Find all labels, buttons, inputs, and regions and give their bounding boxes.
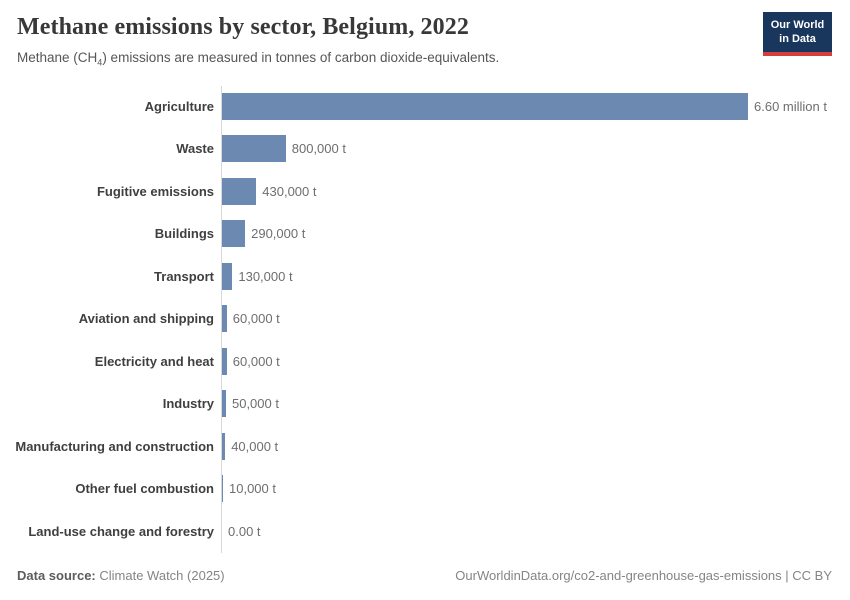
page-title: Methane emissions by sector, Belgium, 20… (17, 14, 469, 40)
data-source-value: Climate Watch (2025) (99, 568, 225, 583)
bar-chart: Agriculture 6.60 million t Waste 800,000… (0, 85, 850, 553)
value-label: 50,000 t (231, 396, 279, 412)
bar[interactable] (222, 262, 233, 290)
chart-subtitle: Methane (CH4) emissions are measured in … (17, 50, 740, 68)
bar-row: Fugitive emissions 430,000 t (0, 170, 850, 213)
bar-row: Manufacturing and construction 40,000 t (0, 425, 850, 468)
logo-line-1: Our World (770, 19, 825, 31)
owid-logo[interactable]: Our World in Data (763, 12, 832, 56)
subtitle-text-post: ) emissions are measured in tonnes of ca… (102, 50, 500, 65)
bar-area: 60,000 t (222, 340, 850, 383)
y-axis-line (221, 86, 222, 553)
category-label: Electricity and heat (94, 353, 214, 369)
bar-row: Other fuel combustion 10,000 t (0, 468, 850, 511)
value-label: 290,000 t (251, 226, 306, 242)
category-label: Transport (154, 268, 214, 284)
bar-area: 10,000 t (222, 468, 850, 511)
bar[interactable] (222, 305, 227, 333)
bar[interactable] (222, 92, 748, 120)
data-source-label: Data source: (17, 568, 96, 583)
bar-row: Transport 130,000 t (0, 255, 850, 298)
logo-line-2: in Data (779, 33, 816, 46)
owid-url-link[interactable]: OurWorldinData.org/co2-and-greenhouse-ga… (455, 568, 832, 583)
bar-area: 0.00 t (222, 510, 850, 553)
bar-area: 800,000 t (222, 128, 850, 171)
bar-row: Electricity and heat 60,000 t (0, 340, 850, 383)
bar[interactable] (222, 432, 226, 460)
value-label: 130,000 t (238, 268, 293, 284)
bar-area: 50,000 t (222, 383, 850, 426)
bar-area: 130,000 t (222, 255, 850, 298)
bar-row: Aviation and shipping 60,000 t (0, 298, 850, 341)
value-label: 430,000 t (262, 183, 317, 199)
category-label: Waste (176, 141, 214, 157)
bar[interactable] (222, 177, 257, 205)
category-label: Industry (162, 396, 214, 412)
value-label: 60,000 t (232, 353, 280, 369)
bar[interactable] (222, 475, 223, 503)
value-label: 6.60 million t (754, 98, 827, 114)
chart-footer: Data source: Climate Watch (2025) OurWor… (17, 568, 832, 583)
value-label: 800,000 t (291, 141, 346, 157)
bar-area: 40,000 t (222, 425, 850, 468)
category-label: Manufacturing and construction (15, 438, 214, 454)
category-label: Fugitive emissions (96, 183, 214, 199)
value-label: 40,000 t (231, 438, 279, 454)
bar-area: 290,000 t (222, 213, 850, 256)
bar-area: 60,000 t (222, 298, 850, 341)
category-label: Other fuel combustion (75, 481, 214, 497)
subtitle-text-pre: Methane (CH (17, 50, 98, 65)
subtitle-subscript: 4 (97, 57, 103, 68)
data-source: Data source: Climate Watch (2025) (17, 568, 225, 583)
value-label: 10,000 t (229, 481, 276, 497)
bar-row: Buildings 290,000 t (0, 213, 850, 256)
bar[interactable] (222, 135, 286, 163)
bar-row: Agriculture 6.60 million t (0, 85, 850, 128)
bar-row: Industry 50,000 t (0, 383, 850, 426)
bar-area: 430,000 t (222, 170, 850, 213)
bar[interactable] (222, 220, 246, 248)
bar-area: 6.60 million t (222, 85, 850, 128)
category-label: Land-use change and forestry (28, 523, 214, 539)
bar[interactable] (222, 390, 226, 418)
category-label: Buildings (154, 226, 214, 242)
category-label: Agriculture (144, 98, 214, 114)
value-label: 0.00 t (228, 523, 261, 539)
category-label: Aviation and shipping (78, 311, 214, 327)
bar-row: Waste 800,000 t (0, 128, 850, 171)
chart-header: Methane emissions by sector, Belgium, 20… (17, 14, 740, 68)
value-label: 60,000 t (232, 311, 280, 327)
bar[interactable] (222, 347, 227, 375)
bar-row: Land-use change and forestry 0.00 t (0, 510, 850, 553)
